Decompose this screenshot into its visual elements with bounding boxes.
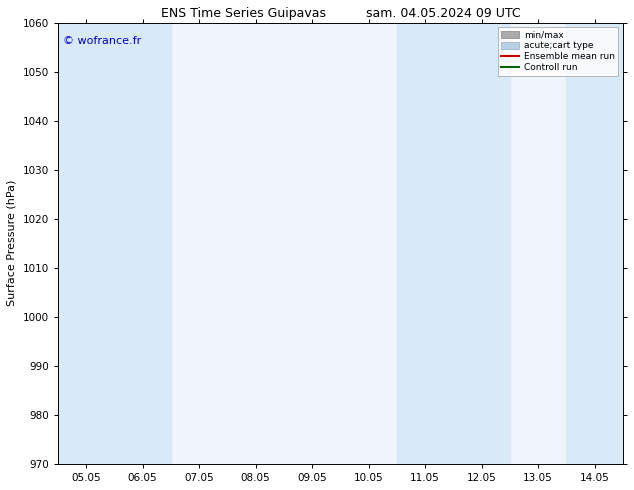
Bar [397, 23, 453, 464]
Bar [566, 23, 623, 464]
Bar [453, 23, 510, 464]
Text: © wofrance.fr: © wofrance.fr [63, 36, 141, 46]
Title: ENS Time Series Guipavas          sam. 04.05.2024 09 UTC: ENS Time Series Guipavas sam. 04.05.2024… [160, 7, 520, 20]
Bar [58, 23, 114, 464]
Legend: min/max, acute;cart type, Ensemble mean run, Controll run: min/max, acute;cart type, Ensemble mean … [498, 27, 618, 75]
Y-axis label: Surface Pressure (hPa): Surface Pressure (hPa) [7, 180, 17, 306]
Bar [114, 23, 171, 464]
